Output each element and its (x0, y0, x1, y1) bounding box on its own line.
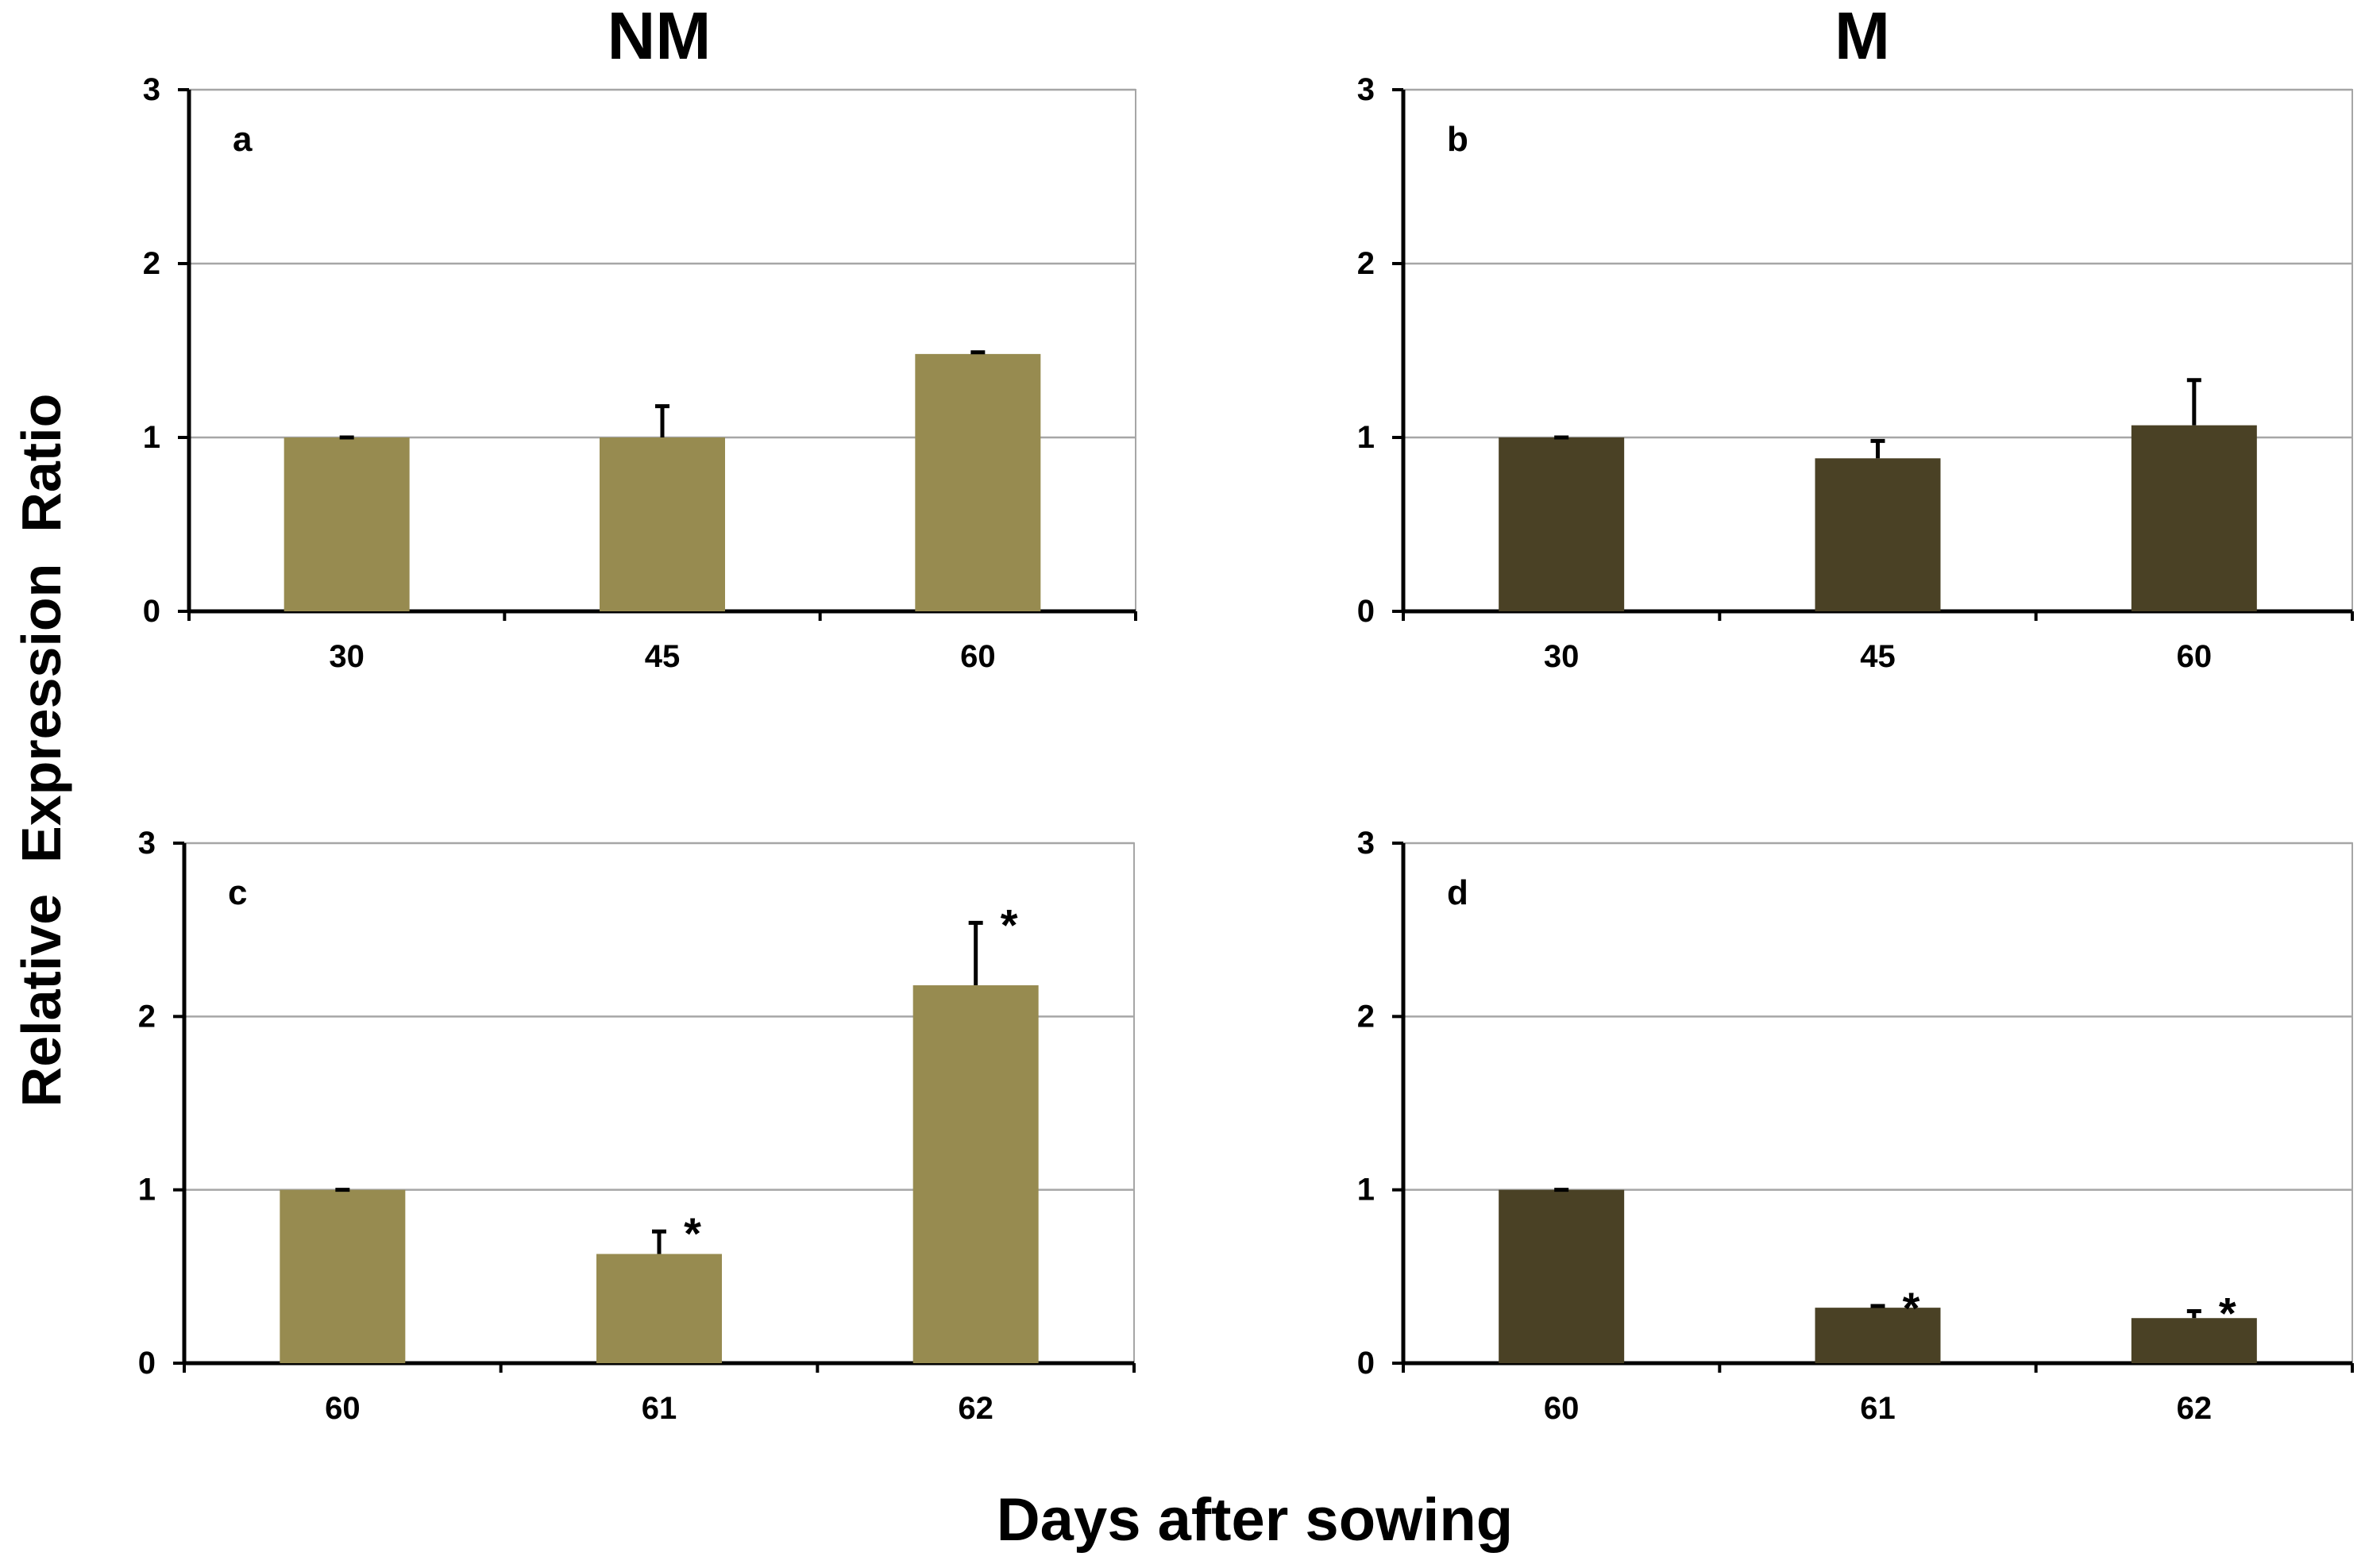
x-axis-title: Days after sowing (996, 1486, 1514, 1554)
y-tick-label: 2 (143, 246, 160, 281)
y-tick-label: 1 (1357, 1173, 1375, 1208)
bar-a-60 (915, 353, 1041, 611)
bar-b-45 (1815, 458, 1941, 611)
panel-letter: b (1447, 120, 1468, 159)
bar-c-62 (912, 985, 1039, 1363)
y-tick-label: 2 (1357, 999, 1375, 1034)
y-tick-label: 2 (1357, 246, 1375, 281)
y-tick-label: 1 (1357, 420, 1375, 455)
column-title-nm: NM (607, 0, 712, 73)
panel-d: 0 1 2 3 60 * 61 * 62 d (1357, 826, 2354, 1426)
x-tick-label: 60 (2177, 639, 2213, 674)
y-tick-label: 0 (138, 1346, 156, 1381)
bar-d-61 (1815, 1308, 1941, 1363)
y-tick-label: 3 (1357, 72, 1375, 107)
y-tick-label: 0 (1357, 594, 1375, 629)
significance-star: * (2219, 1289, 2236, 1339)
significance-star: * (684, 1208, 701, 1258)
x-tick-label: 30 (329, 639, 365, 674)
x-tick-label: 60 (325, 1391, 361, 1426)
y-tick-label: 2 (138, 999, 156, 1034)
bar-b-30 (1499, 437, 1625, 611)
y-tick-label: 3 (143, 72, 160, 107)
bar-b-60 (2131, 425, 2257, 611)
panel-c: 0 1 2 3 60 * 61 * 62 c (138, 826, 1136, 1426)
x-tick-label: 60 (960, 639, 996, 674)
y-tick-label: 1 (143, 420, 160, 455)
y-tick-label: 0 (1357, 1346, 1375, 1381)
x-tick-label: 62 (2177, 1391, 2213, 1426)
bar-a-30 (284, 437, 410, 611)
panel-b: 0 1 2 3 30 45 60 b (1357, 72, 2354, 674)
panel-letter: a (233, 120, 253, 159)
bar-a-45 (600, 437, 725, 611)
bar-d-62 (2131, 1318, 2257, 1363)
y-tick-label: 3 (138, 826, 156, 861)
panel-letter: c (228, 873, 247, 912)
bar-c-61 (596, 1254, 722, 1363)
significance-star: * (1001, 900, 1018, 950)
x-tick-label: 30 (1544, 639, 1580, 674)
x-tick-label: 61 (642, 1391, 677, 1426)
y-tick-label: 0 (143, 594, 160, 629)
bar-d-60 (1499, 1189, 1625, 1363)
x-tick-label: 45 (1860, 639, 1896, 674)
panel-letter: d (1447, 873, 1468, 912)
y-tick-label: 3 (1357, 826, 1375, 861)
panel-a: 0 1 2 3 30 45 60 a (143, 72, 1137, 674)
significance-star: * (1903, 1283, 1920, 1333)
x-tick-label: 62 (958, 1391, 993, 1426)
x-tick-label: 60 (1544, 1391, 1580, 1426)
x-tick-label: 61 (1860, 1391, 1896, 1426)
column-title-m: M (1835, 0, 1890, 73)
bar-c-60 (280, 1189, 406, 1363)
y-tick-label: 1 (138, 1173, 156, 1208)
x-tick-label: 45 (645, 639, 681, 674)
